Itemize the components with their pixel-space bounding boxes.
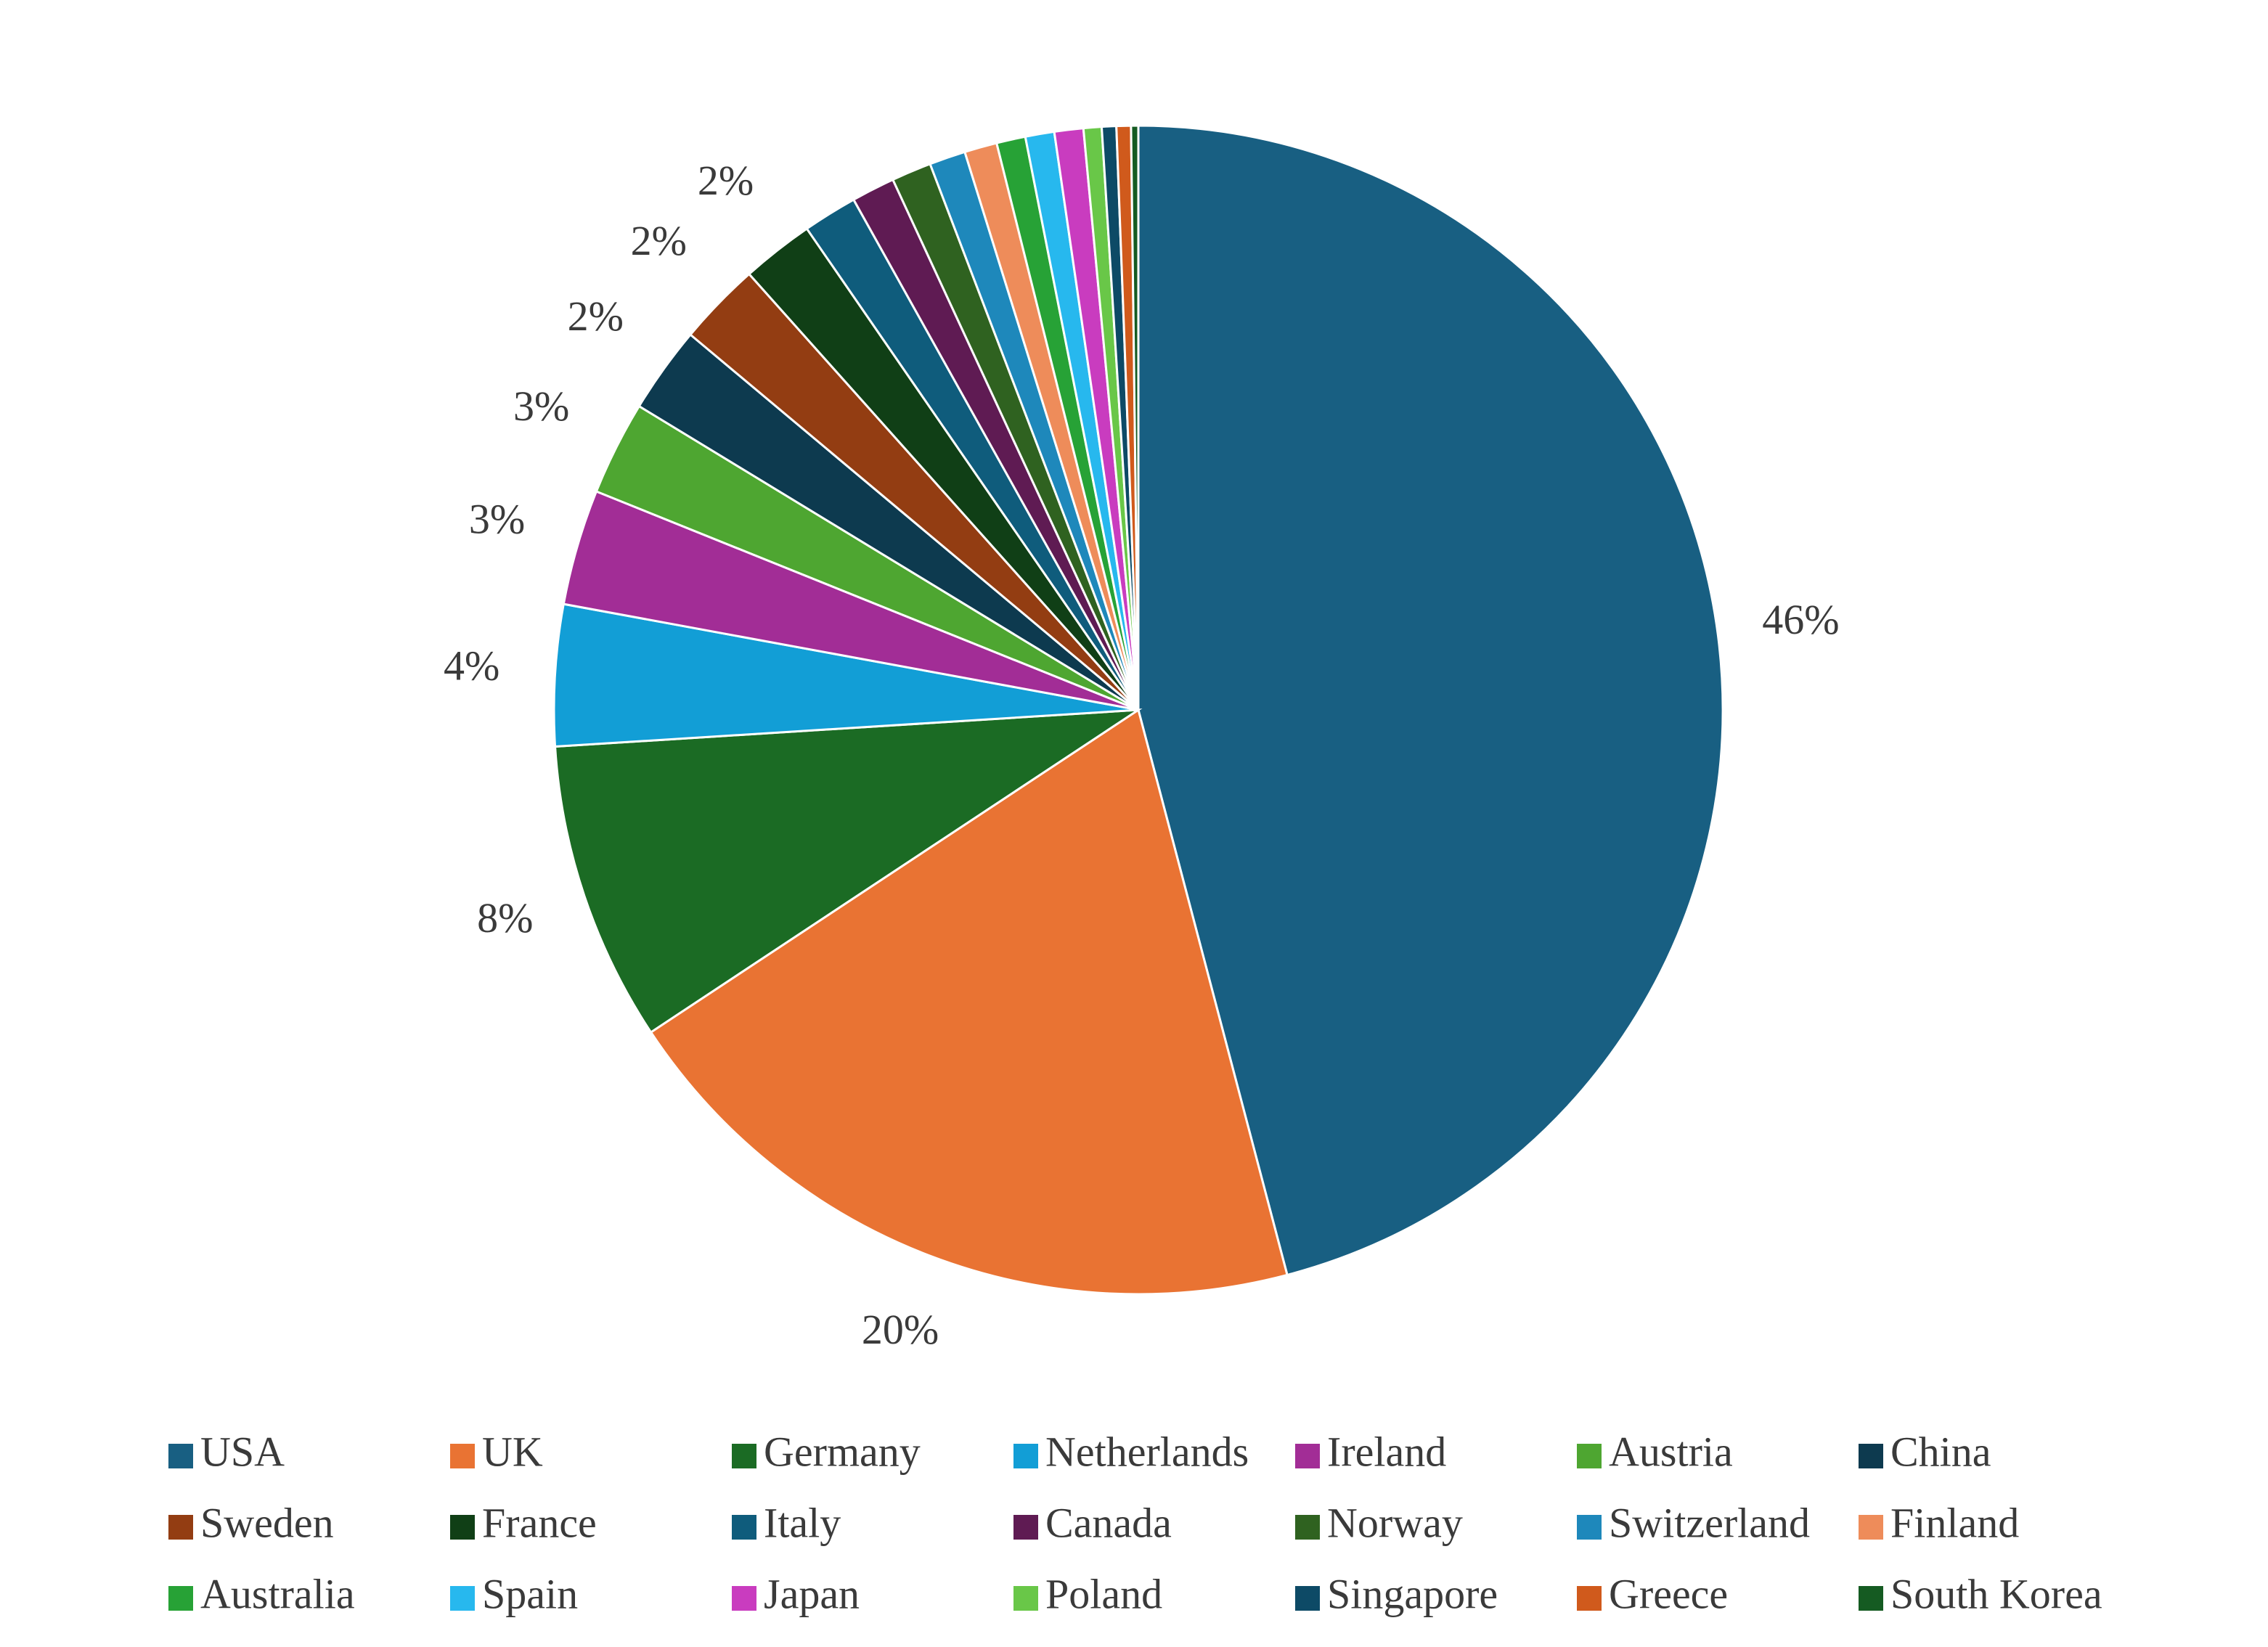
legend-label-canada: Canada — [1045, 1499, 1172, 1546]
legend: USA UK Germany Netherlands Ireland Austria Chi… — [168, 1428, 2102, 1617]
legend-label-finland: Finland — [1890, 1499, 2019, 1546]
slice-south-korea — [1130, 124, 1140, 711]
legend-item-austria: Austria — [1577, 1428, 1733, 1475]
legend-swatch-switzerland — [1577, 1515, 1602, 1540]
legend-swatch-poland — [1013, 1586, 1038, 1611]
legend-item-singapore: Singapore — [1295, 1570, 1498, 1617]
legend-label-norway: Norway — [1327, 1499, 1463, 1546]
legend-swatch-finland — [1859, 1515, 1883, 1540]
legend-swatch-japan — [732, 1586, 756, 1611]
legend-swatch-germany — [732, 1444, 756, 1468]
legend-item-spain: Spain — [450, 1570, 578, 1617]
legend-label-singapore: Singapore — [1327, 1570, 1498, 1617]
legend-swatch-south-korea — [1859, 1586, 1883, 1611]
legend-swatch-ireland — [1295, 1444, 1320, 1468]
data-label-china: 2% — [568, 293, 624, 340]
legend-label-ireland: Ireland — [1327, 1428, 1446, 1475]
legend-swatch-singapore — [1295, 1586, 1320, 1611]
legend-label-japan: Japan — [764, 1570, 860, 1617]
legend-swatch-france — [450, 1515, 475, 1540]
legend-label-austria: Austria — [1609, 1428, 1733, 1475]
legend-item-south-korea: South Korea — [1859, 1570, 2102, 1617]
legend-swatch-austria — [1577, 1444, 1602, 1468]
legend-label-spain: Spain — [482, 1570, 578, 1617]
data-label-usa: 46% — [1762, 596, 1839, 643]
data-label-sweden: 2% — [631, 217, 687, 264]
legend-item-greece: Greece — [1577, 1570, 1728, 1617]
legend-item-finland: Finland — [1859, 1499, 2019, 1546]
legend-swatch-canada — [1013, 1515, 1038, 1540]
legend-swatch-australia — [168, 1586, 193, 1611]
slice-uk — [649, 708, 1289, 1296]
legend-label-sweden: Sweden — [200, 1499, 334, 1546]
legend-item-china: China — [1859, 1428, 1991, 1475]
slice-usa — [1137, 124, 1724, 1277]
legend-label-australia: Australia — [200, 1570, 355, 1617]
data-label-uk: 20% — [862, 1306, 939, 1353]
data-label-austria: 3% — [513, 383, 569, 430]
legend-label-greece: Greece — [1609, 1570, 1728, 1617]
legend-swatch-greece — [1577, 1586, 1602, 1611]
slice-germany — [553, 708, 1143, 1034]
legend-item-netherlands: Netherlands — [1013, 1428, 1249, 1475]
legend-item-canada: Canada — [1013, 1499, 1172, 1546]
legend-label-netherlands: Netherlands — [1045, 1428, 1249, 1475]
data-label-germany: 8% — [477, 894, 533, 941]
legend-item-ireland: Ireland — [1295, 1428, 1446, 1475]
legend-swatch-china — [1859, 1444, 1883, 1468]
legend-item-australia: Australia — [168, 1570, 355, 1617]
legend-item-poland: Poland — [1013, 1570, 1162, 1617]
legend-item-france: France — [450, 1499, 597, 1546]
data-label-netherlands: 4% — [444, 642, 499, 689]
legend-label-italy: Italy — [764, 1499, 841, 1546]
data-label-ireland: 3% — [469, 496, 525, 543]
slice-netherlands — [552, 602, 1139, 748]
legend-label-switzerland: Switzerland — [1609, 1499, 1810, 1546]
legend-label-france: France — [482, 1499, 597, 1546]
legend-item-germany: Germany — [732, 1428, 921, 1475]
legend-label-germany: Germany — [764, 1428, 921, 1475]
legend-item-sweden: Sweden — [168, 1499, 334, 1546]
legend-swatch-spain — [450, 1586, 475, 1611]
legend-swatch-italy — [732, 1515, 756, 1540]
legend-item-norway: Norway — [1295, 1499, 1463, 1546]
legend-swatch-sweden — [168, 1515, 193, 1540]
legend-item-japan: Japan — [732, 1570, 860, 1617]
data-labels: 46%20%8%4%3%3%2%2%2% — [444, 157, 1840, 1353]
legend-label-uk: UK — [482, 1428, 543, 1475]
legend-label-south-korea: South Korea — [1890, 1570, 2102, 1617]
legend-label-poland: Poland — [1045, 1570, 1162, 1617]
legend-label-china: China — [1890, 1428, 1991, 1475]
legend-swatch-uk — [450, 1444, 475, 1468]
legend-item-italy: Italy — [732, 1499, 841, 1546]
legend-item-uk: UK — [450, 1428, 543, 1475]
legend-item-usa: USA — [168, 1428, 285, 1475]
legend-swatch-norway — [1295, 1515, 1320, 1540]
legend-swatch-netherlands — [1013, 1444, 1038, 1468]
pie-slices — [552, 124, 1724, 1296]
legend-label-usa: USA — [200, 1428, 285, 1475]
legend-item-switzerland: Switzerland — [1577, 1499, 1810, 1546]
data-label-france: 2% — [698, 157, 754, 204]
legend-swatch-usa — [168, 1444, 193, 1468]
